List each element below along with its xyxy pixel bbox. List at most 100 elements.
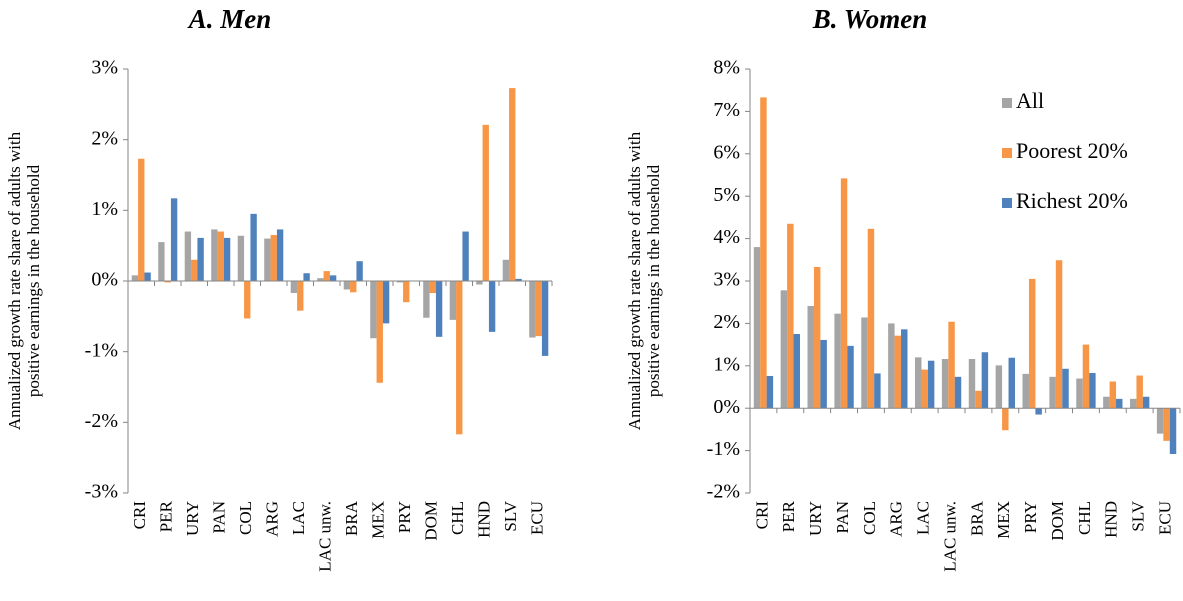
bar [462,231,469,281]
bar [874,373,881,409]
y-tick-label: -1% [85,339,118,361]
legend-label: Poorest 20% [1016,138,1128,163]
bar [927,360,935,409]
bar [915,357,922,409]
legend-swatch [1002,148,1012,158]
y-tick-label: -3% [85,481,118,503]
bar [968,359,976,409]
bar [834,313,841,409]
x-tick-label: BRA [342,500,361,536]
bar [164,281,171,283]
x-tick-label: COL [236,501,255,535]
bar [488,281,496,332]
bar [1035,408,1042,415]
bar [217,231,224,281]
y-tick-label: -2% [707,481,740,503]
x-tick-label: ECU [1155,501,1174,535]
chart-title: B. Women [812,4,928,34]
x-tick-label: PER [779,500,798,532]
x-tick-label: COL [860,501,879,535]
y-tick-label: 1% [91,198,118,220]
bar [270,235,277,281]
bar [1082,344,1090,409]
x-tick-label: DOM [1048,501,1067,541]
x-tick-label: URY [806,501,825,536]
bar [921,369,928,409]
x-tick-label: CRI [752,501,771,530]
x-tick-label: ARG [887,501,906,537]
x-tick-label: CHL [1075,501,1094,535]
y-axis-label: Annualized growth rate share of adults w… [625,131,644,430]
bar [297,281,304,311]
legend-swatch [1002,198,1012,208]
bar [541,281,549,356]
bar [509,88,516,281]
y-tick-label: 7% [713,99,740,121]
bar [1002,408,1009,431]
bar [429,281,436,294]
bar [350,281,357,293]
bar [423,281,430,318]
x-tick-label: LAC unw. [316,501,335,572]
x-tick-label: CRI [130,501,149,530]
bar [370,281,377,339]
chart-title: A. Men [187,4,272,34]
bar [138,158,145,281]
bar [403,281,410,303]
bar [1109,381,1117,409]
bar [482,124,489,282]
x-tick-label: ARG [263,501,282,537]
x-tick-label: PAN [833,501,852,533]
bar [1076,378,1083,409]
bar [1049,376,1056,409]
bar [529,281,536,338]
x-tick-label: URY [183,501,202,536]
bar [131,275,139,281]
chart: B. Women Annualized growth rate share of … [625,4,1181,572]
bar [244,281,251,319]
bar [382,281,390,324]
bar [813,267,821,409]
y-tick-label: 0% [713,396,740,418]
x-tick-label: MEX [369,501,388,539]
bar [396,281,404,283]
bar [1055,260,1063,409]
bar [250,213,257,281]
bar [753,247,761,409]
bar [435,281,443,337]
x-tick-label: MEX [994,501,1013,539]
bar [1062,368,1069,409]
bar [888,323,895,409]
bar [323,271,330,281]
bar [264,238,271,281]
x-tick-label: SLV [1129,500,1148,531]
x-tick-label: SLV [501,500,520,531]
x-tick-label: PAN [210,501,229,533]
bar [211,229,218,281]
x-tick-label: HND [475,501,494,538]
bar [170,198,178,281]
y-tick-label: -1% [707,438,740,460]
bar [290,281,298,294]
x-tick-label: ECU [528,501,547,535]
bar [1089,373,1096,409]
bar [787,223,794,409]
y-tick-label: 6% [713,141,740,163]
bar [184,231,192,281]
bar [237,235,245,281]
bar [191,259,198,281]
legend-swatch [1002,98,1012,108]
bar [502,259,510,281]
bar [223,237,231,281]
bar [158,242,165,281]
bar [1103,396,1110,409]
bar [329,275,337,281]
legend-label: All [1016,88,1044,113]
bar [1028,278,1036,409]
bar [535,281,542,337]
bar [449,281,457,320]
bar [456,281,463,435]
bar [867,228,875,409]
bar [793,334,800,409]
y-tick-label: 4% [713,226,740,248]
